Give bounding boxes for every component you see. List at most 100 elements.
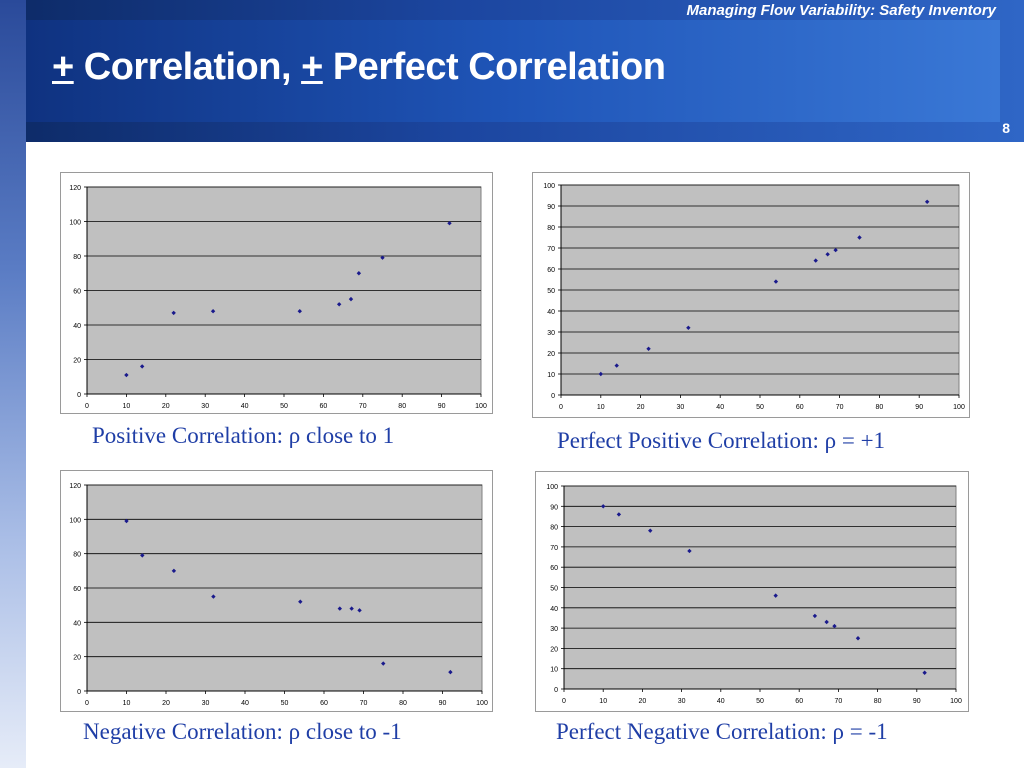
x-tick-label: 20 [162,403,170,410]
y-tick-label: 20 [73,655,81,662]
title-plus-minus-2: + [301,46,323,88]
y-tick-label: 20 [73,358,81,365]
caption-positive-correlation: Positive Correlation: ρ close to 1 [92,423,395,448]
data-point [813,258,818,263]
x-tick-label: 70 [360,700,368,707]
x-tick-label: 60 [796,404,804,411]
x-tick-label: 20 [162,700,170,707]
x-tick-label: 80 [399,700,407,707]
data-point [648,528,653,533]
y-tick-label: 20 [550,646,558,653]
data-point [171,310,176,316]
data-point [773,593,778,598]
chart-negative-correlation: 0 20 40 60 80 100 120 0 10 20 30 40 50 60 70 80 90 100 [60,470,493,712]
y-tick-label: 80 [73,254,81,261]
title-part-1: Correlation, [73,46,302,88]
y-tick-label: 20 [547,351,555,358]
x-tick-label: 0 [85,403,89,410]
x-tick-label: 10 [123,700,131,707]
y-tick-label: 70 [547,246,555,253]
chart-positive-correlation-svg: 0 20 40 60 80 100 120 0 10 20 30 40 50 60 70 80 90 100 [69,185,487,410]
slide-number: 8 [1002,120,1010,136]
caption-negative-correlation: Negative Correlation: ρ close to -1 [83,719,402,744]
x-tick-label: 40 [716,404,724,411]
y-tick-label: 0 [551,393,555,400]
data-point [824,619,829,625]
x-tick-label: 90 [915,404,923,411]
x-tick-label: 100 [953,404,965,411]
chart-perfect-negative-correlation-svg: 0 10 20 30 40 50 60 70 80 90 100 0 10 20 30 40 50 60 70 80 9… [546,484,962,705]
data-point [210,309,216,314]
header-band [26,20,1000,122]
x-tick-label: 100 [950,698,962,705]
y-tick-label: 90 [547,204,555,211]
left-gradient-strip [0,0,26,768]
caption-perfect-positive-correlation: Perfect Positive Correlation: ρ = +1 [557,428,886,453]
y-tick-label: 40 [73,323,81,330]
x-tick-label: 60 [795,698,803,705]
x-tick-label: 20 [637,404,645,411]
y-tick-label: 60 [73,289,81,296]
x-tick-label: 40 [717,698,725,705]
y-tick-label: 30 [550,626,558,633]
y-tick-label: 80 [547,225,555,232]
data-point [616,512,622,517]
y-tick-label: 100 [69,517,81,524]
x-tick-label: 60 [320,700,328,707]
x-tick-label: 70 [836,404,844,411]
x-tick-label: 70 [359,403,367,410]
data-point [348,296,354,302]
x-tick-label: 70 [835,698,843,705]
chart-perfect-positive-correlation: 0 10 20 30 40 50 60 70 80 90 100 0 10 20 30 40 50 60 70 80 9… [532,172,970,418]
data-point [855,636,861,641]
y-tick-label: 120 [69,483,81,490]
y-tick-label: 50 [550,586,558,593]
data-point [297,309,302,314]
data-point [140,553,145,558]
x-tick-label: 40 [241,403,249,410]
x-tick-label: 80 [876,404,884,411]
x-tick-label: 20 [639,698,647,705]
y-tick-label: 10 [550,667,558,674]
y-tick-label: 40 [73,620,81,627]
data-point [380,255,385,260]
x-tick-label: 0 [559,404,563,411]
y-tick-label: 100 [546,484,558,491]
x-tick-label: 90 [438,403,446,410]
title-part-2: Perfect Correlation [322,46,666,88]
y-tick-label: 60 [547,267,555,274]
data-point [922,670,927,675]
data-point [447,221,452,226]
y-tick-label: 60 [73,586,81,593]
y-tick-label: 10 [547,372,555,379]
data-point [857,235,862,240]
data-point [124,372,129,378]
data-point [381,661,386,666]
y-tick-label: 50 [547,288,555,295]
x-tick-label: 30 [201,403,209,410]
x-tick-label: 90 [913,698,921,705]
data-point [139,364,145,369]
y-tick-label: 30 [547,330,555,337]
y-tick-label: 90 [550,504,558,511]
caption-perfect-negative-correlation: Perfect Negative Correlation: ρ = -1 [556,719,888,744]
title-plus-minus-1: + [52,46,74,88]
x-tick-label: 10 [599,698,607,705]
chart-negative-correlation-svg: 0 20 40 60 80 100 120 0 10 20 30 40 50 60 70 80 90 100 [69,483,488,707]
y-tick-label: 0 [77,689,81,696]
x-tick-label: 0 [85,700,89,707]
y-tick-label: 40 [547,309,555,316]
y-tick-label: 0 [554,687,558,694]
y-tick-label: 80 [73,552,81,559]
y-tick-label: 120 [69,185,81,192]
x-tick-label: 10 [597,404,605,411]
x-tick-label: 10 [123,403,131,410]
data-point [336,302,342,307]
x-tick-label: 100 [475,403,487,410]
x-tick-label: 30 [202,700,210,707]
deck-subtitle: Managing Flow Variability: Safety Invent… [686,2,997,19]
x-tick-label: 50 [756,404,764,411]
x-tick-label: 50 [281,700,289,707]
x-tick-label: 80 [874,698,882,705]
chart-perfect-positive-correlation-svg: 0 10 20 30 40 50 60 70 80 90 100 0 10 20 30 40 50 60 70 80 9… [543,183,965,411]
